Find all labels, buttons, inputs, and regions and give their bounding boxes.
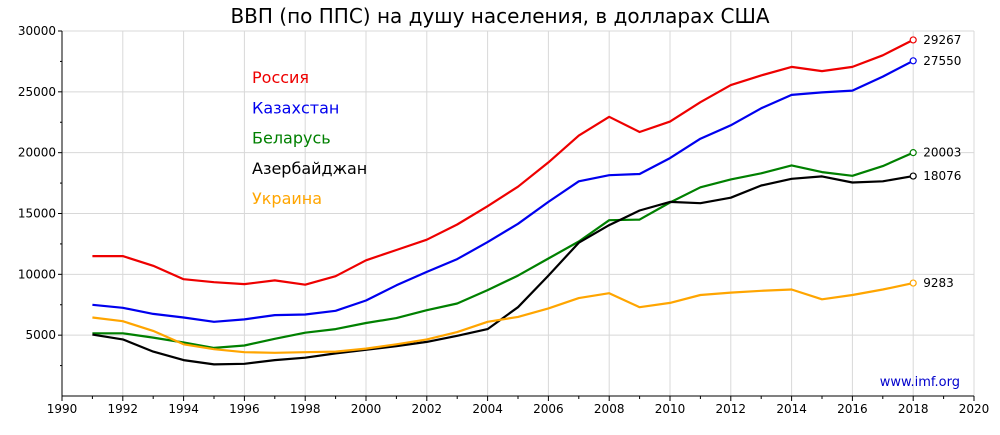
x-tick-label: 2004 (472, 402, 503, 416)
series-line-3 (92, 151, 914, 349)
x-tick-label: 2018 (898, 402, 929, 416)
y-tick-label: 20000 (18, 146, 56, 160)
legend-entry-3: Беларусь (252, 129, 331, 148)
legend-entry-4: Азербайджан (252, 159, 367, 178)
x-tick-label: 1992 (108, 402, 139, 416)
series-end-label-5: 9283 (923, 276, 954, 290)
legend-entry-5: Украина (252, 189, 322, 208)
y-tick-label: 25000 (18, 85, 56, 99)
series-end-marker-5 (909, 279, 917, 287)
x-tick-label: 1998 (290, 402, 321, 416)
y-tick-label: 10000 (18, 267, 56, 281)
series-end-marker-4 (909, 172, 917, 180)
x-tick-label: 2008 (594, 402, 625, 416)
chart-title: ВВП (по ППС) на душу населения, в доллар… (230, 4, 770, 28)
x-tick-label: 2000 (351, 402, 382, 416)
series-end-label-3: 20003 (923, 146, 961, 160)
x-tick-label: 2020 (959, 402, 990, 416)
x-tick-label: 2012 (716, 402, 747, 416)
series-end-label-2: 27550 (923, 54, 961, 68)
x-tick-label: 1994 (168, 402, 199, 416)
legend-entry-2: Казахстан (252, 98, 339, 117)
source-note: www.imf.org (880, 375, 960, 390)
x-tick-label: 2016 (837, 402, 868, 416)
series-end-marker-1 (909, 36, 917, 44)
x-tick-label: 2002 (412, 402, 443, 416)
series-end-marker-3 (909, 149, 917, 157)
series-end-label-4: 18076 (923, 169, 961, 183)
x-tick-label: 1990 (47, 402, 78, 416)
y-tick-label: 15000 (18, 207, 56, 221)
series-end-label-1: 29267 (923, 33, 961, 47)
x-tick-label: 2014 (776, 402, 807, 416)
series-line-1 (92, 38, 914, 286)
series-line-5 (92, 282, 914, 354)
series-line-2 (92, 59, 914, 323)
x-tick-label: 1996 (229, 402, 260, 416)
y-tick-label: 30000 (18, 24, 56, 38)
series-end-marker-2 (909, 57, 917, 65)
x-tick-label: 2006 (533, 402, 564, 416)
x-tick-label: 2010 (655, 402, 686, 416)
legend-entry-1: Россия (252, 68, 309, 87)
series-line-4 (92, 175, 914, 366)
y-tick-label: 5000 (25, 328, 56, 342)
